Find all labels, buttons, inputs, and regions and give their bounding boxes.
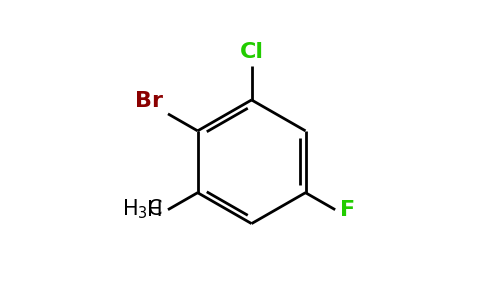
Text: F: F	[340, 200, 355, 220]
Text: Cl: Cl	[240, 42, 264, 62]
Text: H$_3$C: H$_3$C	[122, 198, 163, 221]
Text: Br: Br	[135, 91, 163, 111]
Text: H: H	[148, 200, 163, 220]
